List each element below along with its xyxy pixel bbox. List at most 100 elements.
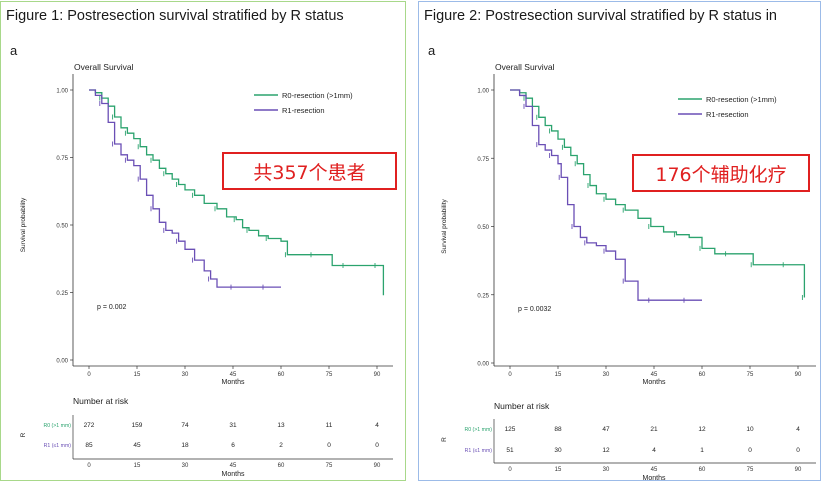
risk-value: 11 xyxy=(326,422,333,429)
risk-row-label: R1 (≤1 mm) xyxy=(465,448,493,454)
risk-value: 2 xyxy=(279,442,283,449)
risk-x-tick-label: 15 xyxy=(134,463,141,469)
risk-value: 30 xyxy=(554,447,562,454)
risk-value: 125 xyxy=(505,426,516,433)
risk-x-tick-label: 75 xyxy=(747,467,754,473)
risk-value: 10 xyxy=(746,426,754,433)
risk-value: 6 xyxy=(231,442,235,449)
risk-table-title: Number at risk xyxy=(494,401,550,411)
survival-chart: Overall Survival 0.00 0.25 0.50 0.75 1.00 0 15 3… xyxy=(441,62,816,481)
r0-survival-curve xyxy=(89,89,385,296)
risk-value: 45 xyxy=(133,442,141,449)
legend-label: R1-resection xyxy=(282,106,325,115)
legend-label: R1-resection xyxy=(706,110,749,119)
risk-value: 272 xyxy=(84,422,95,429)
chemo-count-callout: 176个辅助化疗 xyxy=(632,154,810,192)
subfigure-letter: a xyxy=(10,43,18,58)
y-tick-label: 0.25 xyxy=(56,291,68,297)
risk-row-label: R1 (≤1 mm) xyxy=(44,443,72,449)
risk-x-tick-label: 90 xyxy=(374,463,381,469)
figure-panel-1: Figure 1: Postresection survival stratif… xyxy=(0,1,406,481)
risk-x-axis-label: Months xyxy=(643,475,666,481)
x-tick-label: 30 xyxy=(603,372,610,378)
y-tick-label: 0.75 xyxy=(56,156,68,162)
risk-value: 4 xyxy=(796,426,800,433)
risk-value: 4 xyxy=(375,422,379,429)
x-tick-label: 0 xyxy=(508,372,512,378)
x-axis-label: Months xyxy=(222,379,245,386)
p-value: p = 0.002 xyxy=(97,304,126,311)
x-tick-label: 75 xyxy=(747,372,754,378)
risk-x-tick-label: 60 xyxy=(699,467,706,473)
x-tick-label: 30 xyxy=(182,372,189,378)
risk-x-tick-label: 0 xyxy=(508,467,512,473)
risk-value: 88 xyxy=(554,426,562,433)
risk-x-tick-label: 15 xyxy=(555,467,562,473)
r0-survival-curve xyxy=(510,89,806,298)
x-tick-label: 75 xyxy=(326,372,333,378)
risk-value: 12 xyxy=(602,447,610,454)
chart-title: Overall Survival xyxy=(495,62,555,72)
legend-label: R0-resection (>1mm) xyxy=(706,95,777,104)
risk-x-tick-label: 30 xyxy=(603,467,610,473)
risk-value: 18 xyxy=(181,442,189,449)
risk-x-tick-label: 30 xyxy=(182,463,189,469)
x-axis-label: Months xyxy=(643,379,666,386)
risk-value: 12 xyxy=(698,426,706,433)
y-tick-label: 1.00 xyxy=(56,89,68,95)
risk-row-label: R0 (>1 mm) xyxy=(43,423,71,429)
y-tick-label: 0.00 xyxy=(56,359,68,365)
y-axis-label: Survival probability xyxy=(441,198,448,253)
risk-table-ylabel: R xyxy=(20,432,27,437)
r1-survival-curve xyxy=(89,89,281,288)
risk-value: 0 xyxy=(748,447,752,454)
x-tick-label: 0 xyxy=(87,372,91,378)
chart-title: Overall Survival xyxy=(74,62,134,72)
risk-value: 21 xyxy=(650,426,658,433)
risk-value: 0 xyxy=(327,442,331,449)
risk-x-tick-label: 45 xyxy=(230,463,237,469)
risk-value: 51 xyxy=(506,447,514,454)
figure-panel-2: Figure 2: Postresection survival stratif… xyxy=(418,1,821,481)
x-tick-label: 45 xyxy=(651,372,658,378)
figure-title: Figure 1: Postresection survival stratif… xyxy=(6,8,344,24)
patient-count-callout: 共357个患者 xyxy=(222,152,397,190)
subfigure-letter: a xyxy=(428,43,436,58)
x-tick-label: 90 xyxy=(374,372,381,378)
risk-value: 0 xyxy=(796,447,800,454)
risk-x-tick-label: 0 xyxy=(87,463,91,469)
y-tick-label: 1.00 xyxy=(477,89,489,95)
risk-value: 31 xyxy=(229,422,237,429)
risk-value: 47 xyxy=(602,426,610,433)
risk-value: 1 xyxy=(700,447,704,454)
p-value: p = 0.0032 xyxy=(518,306,551,313)
y-axis-label: Survival probability xyxy=(20,197,27,252)
survival-chart: Overall Survival 0.00 0.25 0.50 0.75 1.00 0 15 3… xyxy=(20,62,393,478)
risk-x-tick-label: 45 xyxy=(651,467,658,473)
y-tick-label: 0.00 xyxy=(477,362,489,368)
risk-value: 4 xyxy=(652,447,656,454)
risk-table-ylabel: R xyxy=(441,437,448,442)
x-tick-label: 60 xyxy=(278,372,285,378)
x-tick-label: 45 xyxy=(230,372,237,378)
y-tick-label: 0.50 xyxy=(477,225,489,231)
risk-x-tick-label: 60 xyxy=(278,463,285,469)
x-tick-label: 15 xyxy=(555,372,562,378)
figure-title: Figure 2: Postresection survival stratif… xyxy=(424,8,777,24)
legend-label: R0-resection (>1mm) xyxy=(282,91,353,100)
risk-value: 85 xyxy=(85,442,93,449)
x-tick-label: 90 xyxy=(795,372,802,378)
risk-row-label: R0 (>1 mm) xyxy=(464,427,492,433)
risk-value: 159 xyxy=(132,422,143,429)
y-tick-label: 0.25 xyxy=(477,293,489,299)
risk-x-axis-label: Months xyxy=(222,471,245,478)
risk-x-tick-label: 75 xyxy=(326,463,333,469)
r1-survival-curve xyxy=(510,89,702,301)
x-tick-label: 15 xyxy=(134,372,141,378)
y-tick-label: 0.75 xyxy=(477,157,489,163)
y-tick-label: 0.50 xyxy=(56,224,68,230)
risk-value: 0 xyxy=(375,442,379,449)
risk-table-title: Number at risk xyxy=(73,396,129,406)
x-tick-label: 60 xyxy=(699,372,706,378)
risk-value: 13 xyxy=(277,422,285,429)
